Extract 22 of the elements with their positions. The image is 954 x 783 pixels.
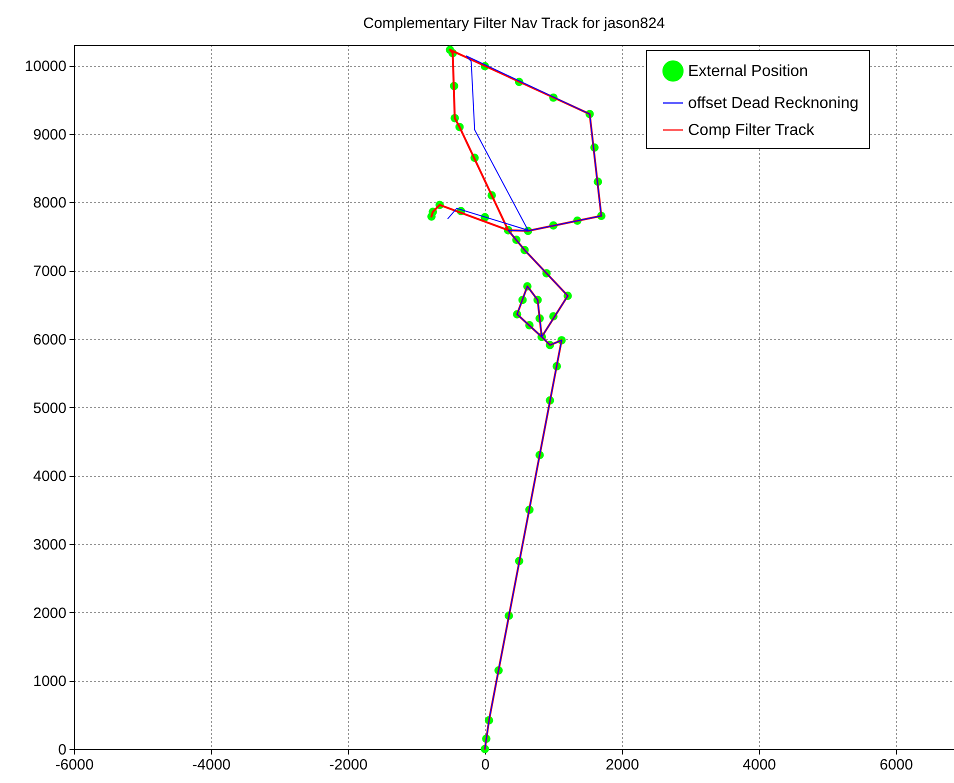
x-tick-label: -4000: [192, 756, 231, 774]
y-tick-label: 7000: [33, 263, 66, 280]
y-tick-label: 4000: [33, 468, 66, 486]
y-tick-label: 2000: [33, 604, 66, 622]
legend-label: Comp Filter Track: [688, 122, 816, 139]
x-tick-label: 0: [481, 756, 490, 774]
y-tick-label: 5000: [33, 400, 66, 417]
y-tick-label: 0: [58, 742, 66, 758]
chart-title: Complementary Filter Nav Track for jason824: [363, 15, 665, 32]
y-tick-label: 3000: [33, 536, 66, 554]
y-tick-label: 1000: [33, 673, 66, 690]
y-tick-label: 8000: [33, 194, 66, 212]
x-tick-label: 2000: [606, 756, 640, 774]
legend-label: offset Dead Recknoning: [688, 95, 858, 112]
legend-label: External Position: [688, 63, 808, 80]
y-tick-label: 10000: [24, 58, 66, 76]
x-tick-label: 4000: [742, 756, 776, 774]
y-tick-label: 6000: [33, 331, 66, 348]
y-tick-label: 9000: [33, 126, 66, 144]
x-tick-label: 6000: [880, 756, 913, 774]
x-tick-label: -6000: [55, 756, 94, 774]
x-tick-label: -2000: [329, 756, 368, 774]
